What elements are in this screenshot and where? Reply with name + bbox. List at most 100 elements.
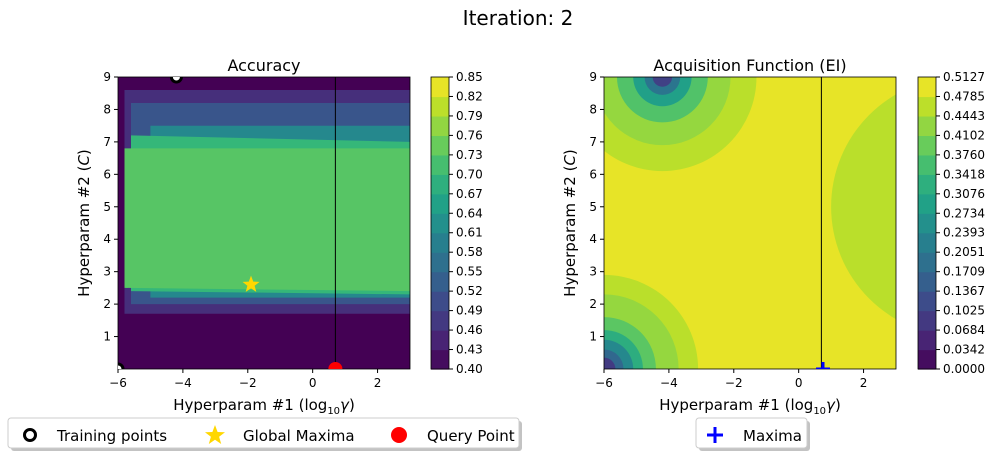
maxima-plus <box>816 362 830 369</box>
colorbar-band <box>431 213 449 234</box>
legend-frame <box>695 417 808 449</box>
query-point-icon <box>391 427 407 443</box>
x-axis: −6 −4 −2 0 2 <box>595 369 867 390</box>
colorbar-tick-label: 0.5127 <box>943 70 985 84</box>
colorbar-tick-label: 0.58 <box>456 245 483 259</box>
plot-frame <box>117 76 411 370</box>
colorbar-band <box>431 193 449 214</box>
y-tick-label: 6 <box>589 167 597 181</box>
legend-label: Query Point <box>427 427 515 445</box>
colorbar-tick-label: 0.79 <box>456 109 483 123</box>
y-tick-label: 1 <box>589 330 597 344</box>
colorbar-band <box>918 96 936 117</box>
colorbar-band <box>431 154 449 175</box>
colorbar-tick-label: 0.82 <box>456 89 483 103</box>
x-tick-label: 0 <box>795 376 803 390</box>
y-axis: 1 2 3 4 5 6 7 8 9 <box>589 70 604 344</box>
colorbar-band <box>918 291 936 312</box>
colorbar-tick-label: 0.43 <box>456 343 483 357</box>
y-tick-label: 7 <box>589 135 597 149</box>
colorbar-tick-label: 0.52 <box>456 284 483 298</box>
colorbar-tick-label: 0.0684 <box>943 323 985 337</box>
figure-title: Iteration: 2 <box>463 6 574 30</box>
y-axis-label: Hyperparam #2 (C) <box>561 149 579 297</box>
colorbar-band <box>918 193 936 214</box>
y-tick-label: 4 <box>589 232 597 246</box>
y-tick-label: 9 <box>103 70 111 84</box>
y-tick-label: 5 <box>589 200 597 214</box>
colorbar-band <box>431 310 449 331</box>
colorbar-band <box>431 115 449 136</box>
global-maxima-star <box>242 275 260 292</box>
colorbar-frame <box>917 76 937 370</box>
colorbar-band <box>431 291 449 312</box>
colorbar-band <box>918 232 936 253</box>
training-point <box>169 77 183 84</box>
colorbar-band <box>918 310 936 331</box>
contour-plot <box>604 77 896 369</box>
x-axis: −6 −4 −2 0 2 <box>109 369 381 390</box>
colorbar-frame <box>430 76 450 370</box>
accuracy-chart: Accuracy −6 −4 −2 0 2 1 2 3 4 5 6 7 8 9 Hyperparam #… <box>75 56 483 417</box>
star-icon <box>205 425 225 444</box>
colorbar-band <box>918 349 936 370</box>
x-axis-label: Hyperparam #1 (log10γ) <box>659 396 841 417</box>
y-tick-label: 8 <box>103 102 111 116</box>
colorbar-band <box>918 154 936 175</box>
plot-frame <box>603 76 897 370</box>
colorbar-tick-label: 0.1025 <box>943 304 985 318</box>
legend-left: Training points Global Maxima Query Poin… <box>7 417 522 451</box>
y-tick-label: 7 <box>103 135 111 149</box>
x-tick-label: 2 <box>374 376 382 390</box>
colorbar-tick-label: 0.64 <box>456 206 483 220</box>
colorbar-tick-label: 0.1367 <box>943 284 985 298</box>
contour-band <box>831 94 896 320</box>
y-tick-label: 2 <box>103 297 111 311</box>
chart-title: Acquisition Function (EI) <box>653 56 846 75</box>
y-axis-label: Hyperparam #2 (C) <box>75 149 93 297</box>
y-tick-label: 9 <box>589 70 597 84</box>
colorbar-tick-label: 0.0342 <box>943 343 985 357</box>
colorbar-band <box>918 135 936 156</box>
colorbar-tick-label: 0.85 <box>456 70 483 84</box>
colorbar-tick-label: 0.76 <box>456 128 483 142</box>
colorbar-band <box>918 252 936 273</box>
y-tick-label: 6 <box>103 167 111 181</box>
training-point-icon <box>23 428 37 442</box>
colorbar-band <box>431 252 449 273</box>
y-tick-label: 1 <box>103 330 111 344</box>
colorbar-tick-label: 0.0000 <box>943 362 985 376</box>
x-tick-label: 0 <box>309 376 317 390</box>
colorbar-tick-label: 0.3418 <box>943 167 985 181</box>
x-tick-label: −2 <box>239 376 257 390</box>
colorbar-tick-label: 0.70 <box>456 167 483 181</box>
colorbar-band <box>918 115 936 136</box>
colorbar-tick-label: 0.2734 <box>943 206 985 220</box>
y-tick-label: 4 <box>103 232 111 246</box>
query-point <box>328 362 343 369</box>
x-tick-label: −4 <box>174 376 192 390</box>
x-tick-label: −6 <box>595 376 613 390</box>
colorbar-band <box>918 77 936 98</box>
colorbar-band <box>918 330 936 351</box>
colorbar-tick-label: 0.1709 <box>943 265 985 279</box>
y-tick-label: 5 <box>103 200 111 214</box>
x-axis-label: Hyperparam #1 (log10γ) <box>173 396 355 417</box>
y-tick-label: 3 <box>103 265 111 279</box>
contour-band <box>604 357 616 369</box>
maxima-marker <box>816 362 830 369</box>
colorbar-tick-label: 0.3760 <box>943 148 985 162</box>
y-tick-label: 2 <box>589 297 597 311</box>
colorbar-tick-label: 0.73 <box>456 148 483 162</box>
colorbar-tick-label: 0.67 <box>456 187 483 201</box>
colorbar-tick-label: 0.3076 <box>943 187 985 201</box>
colorbar-tick-label: 0.4443 <box>943 109 985 123</box>
legend-frame <box>7 417 520 449</box>
colorbar-band <box>431 232 449 253</box>
colorbar-band <box>918 213 936 234</box>
y-tick-label: 8 <box>589 102 597 116</box>
colorbar-band <box>431 330 449 351</box>
colorbar-tick-label: 0.46 <box>456 323 483 337</box>
x-tick-label: −6 <box>109 376 127 390</box>
